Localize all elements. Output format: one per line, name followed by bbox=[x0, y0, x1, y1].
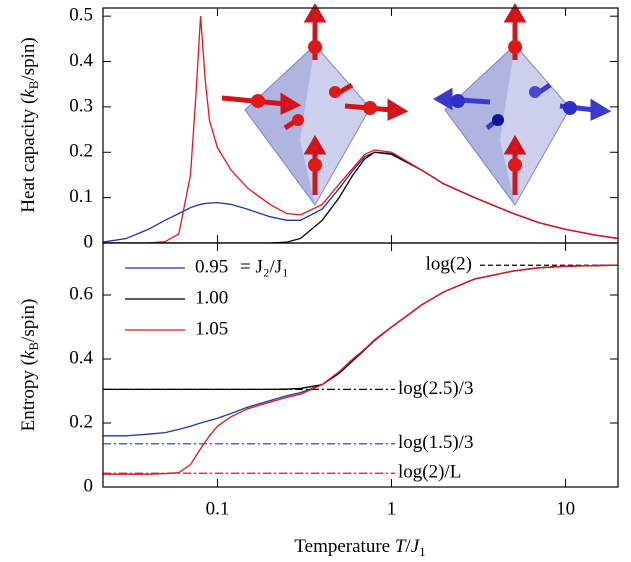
x-tick-label: 10 bbox=[556, 498, 575, 519]
series-line bbox=[103, 264, 618, 391]
y-axis-label: Heat capacity (kB/spin) bbox=[18, 37, 41, 212]
reference-label: log(1.5)/3 bbox=[398, 432, 473, 453]
y-tick-label: 0.4 bbox=[69, 50, 93, 71]
x-tick-label: 0.1 bbox=[206, 498, 230, 519]
y-tick-label: 0.2 bbox=[69, 411, 93, 432]
reference-label: log(2.5)/3 bbox=[398, 378, 473, 399]
y-tick-label: 0 bbox=[84, 475, 94, 496]
legend-title: = J₂/J₁ bbox=[240, 256, 289, 277]
y-tick-label: 0.6 bbox=[69, 283, 93, 304]
series-line bbox=[103, 16, 618, 243]
y-tick-label: 0 bbox=[84, 231, 94, 252]
octahedron-face bbox=[445, 45, 515, 205]
y-tick-label: 0.3 bbox=[69, 95, 93, 116]
x-tick-label: 1 bbox=[387, 498, 397, 519]
y-axis-label: Entropy (kB/spin) bbox=[18, 299, 41, 432]
plot-frame bbox=[102, 242, 619, 488]
octahedron-face bbox=[245, 45, 315, 205]
y-tick-label: 0.1 bbox=[69, 186, 93, 207]
reference-label: log(2)/L bbox=[398, 462, 461, 483]
inset-right bbox=[433, 3, 612, 206]
series-line bbox=[103, 264, 618, 437]
y-tick-label: 0.5 bbox=[69, 5, 93, 26]
y-tick-label: 0.2 bbox=[69, 141, 93, 162]
y-tick-label: 0.4 bbox=[69, 347, 93, 368]
octahedron bbox=[444, 44, 571, 206]
legend-label: 1.05 bbox=[195, 318, 228, 339]
reference-label: log(2) bbox=[426, 254, 472, 275]
series-line bbox=[103, 264, 618, 475]
legend-label: 1.00 bbox=[195, 287, 228, 308]
legend-label: 0.95 bbox=[195, 256, 228, 277]
x-axis-label: Temperature T/J1 bbox=[294, 536, 425, 559]
inset-left bbox=[221, 3, 409, 206]
